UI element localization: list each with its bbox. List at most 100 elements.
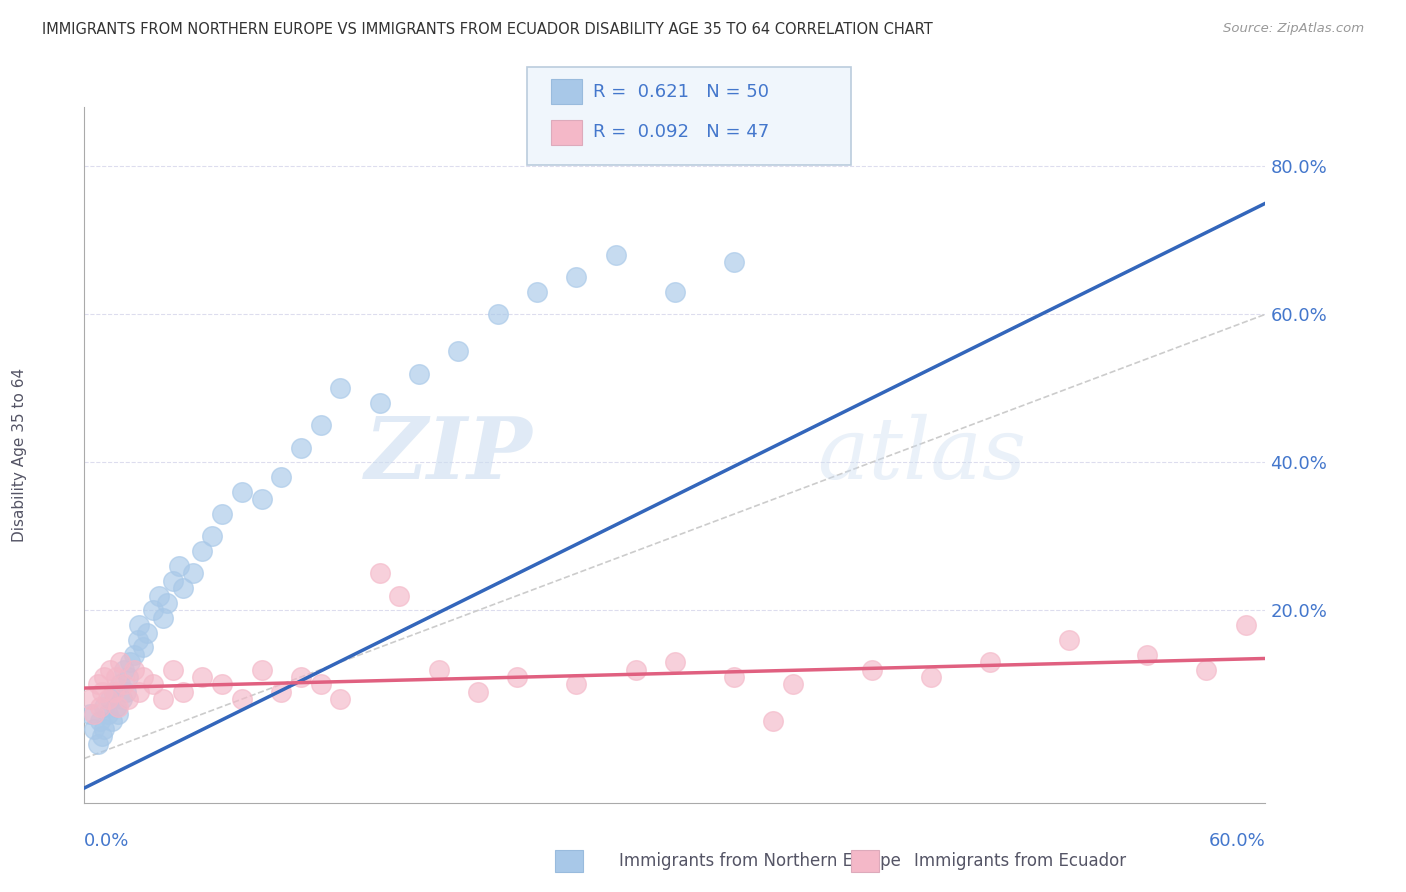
Point (427, 663, 450, 677)
Point (1057, 632, 1080, 647)
Point (152, 692, 174, 706)
Point (103, 685, 125, 699)
Point (91, 729, 114, 743)
Point (117, 670, 139, 684)
Point (112, 663, 135, 677)
Point (723, 670, 745, 684)
Point (447, 344, 470, 359)
Point (97, 692, 120, 706)
Point (107, 706, 129, 721)
Point (506, 670, 529, 684)
Point (368, 566, 391, 581)
Point (181, 566, 204, 581)
Point (290, 441, 312, 455)
Point (408, 367, 430, 381)
Point (89, 714, 111, 729)
Text: 0.0%: 0.0% (84, 832, 129, 850)
Point (108, 677, 131, 691)
Point (211, 507, 233, 521)
Point (142, 677, 165, 691)
Point (132, 670, 155, 684)
Point (107, 699, 129, 714)
Point (664, 655, 686, 669)
Point (191, 544, 214, 558)
Text: atlas: atlas (817, 414, 1026, 496)
Point (93, 722, 115, 736)
Point (87, 737, 110, 751)
Point (103, 685, 125, 699)
Point (93, 699, 115, 714)
Point (117, 692, 139, 706)
Point (201, 529, 224, 543)
Point (97, 706, 120, 721)
Point (860, 663, 883, 677)
Point (467, 685, 489, 699)
Point (211, 677, 233, 691)
Point (624, 663, 647, 677)
Point (83, 722, 105, 736)
Point (98, 663, 121, 677)
Point (108, 655, 131, 669)
Point (290, 670, 312, 684)
Point (250, 492, 273, 507)
Point (1234, 618, 1257, 632)
Point (368, 396, 391, 410)
Point (114, 685, 136, 699)
Point (156, 596, 179, 610)
Point (136, 625, 159, 640)
Point (723, 255, 745, 269)
Point (486, 307, 509, 321)
Point (565, 270, 588, 285)
Point (270, 470, 292, 484)
Point (1195, 663, 1218, 677)
Point (172, 581, 194, 595)
Point (191, 670, 214, 684)
Point (148, 589, 170, 603)
Point (920, 670, 942, 684)
Point (231, 692, 253, 706)
Point (565, 677, 588, 691)
Point (93, 670, 115, 684)
Point (87, 677, 110, 691)
Point (127, 632, 149, 647)
Point (782, 677, 804, 691)
Text: R =  0.621   N = 50: R = 0.621 N = 50 (593, 83, 769, 101)
Point (979, 655, 1001, 669)
Point (162, 663, 184, 677)
Text: Source: ZipAtlas.com: Source: ZipAtlas.com (1223, 22, 1364, 36)
Point (79, 706, 101, 721)
Point (309, 418, 332, 433)
Point (167, 558, 190, 573)
Point (101, 714, 124, 729)
Point (250, 663, 273, 677)
Point (231, 484, 253, 499)
Point (128, 685, 150, 699)
Point (152, 611, 174, 625)
Text: Disability Age 35 to 64: Disability Age 35 to 64 (11, 368, 27, 542)
Point (162, 574, 184, 588)
Text: ZIP: ZIP (366, 413, 533, 497)
Point (329, 381, 352, 395)
Point (79, 692, 101, 706)
Point (98, 692, 121, 706)
Text: IMMIGRANTS FROM NORTHERN EUROPE VS IMMIGRANTS FROM ECUADOR DISABILITY AGE 35 TO : IMMIGRANTS FROM NORTHERN EUROPE VS IMMIG… (42, 22, 934, 37)
Point (122, 648, 145, 662)
Text: Immigrants from Ecuador: Immigrants from Ecuador (914, 852, 1126, 870)
Point (526, 285, 548, 299)
Text: Immigrants from Northern Europe: Immigrants from Northern Europe (619, 852, 900, 870)
Point (118, 655, 141, 669)
Point (309, 677, 332, 691)
Point (112, 677, 135, 691)
Point (83, 706, 105, 721)
Text: R =  0.092   N = 47: R = 0.092 N = 47 (593, 123, 769, 141)
Point (91, 685, 114, 699)
Text: 60.0%: 60.0% (1209, 832, 1265, 850)
Point (270, 685, 292, 699)
Point (104, 699, 127, 714)
Point (89, 699, 111, 714)
Point (122, 663, 145, 677)
Point (132, 640, 155, 655)
Point (605, 248, 627, 262)
Point (128, 618, 150, 632)
Point (104, 670, 127, 684)
